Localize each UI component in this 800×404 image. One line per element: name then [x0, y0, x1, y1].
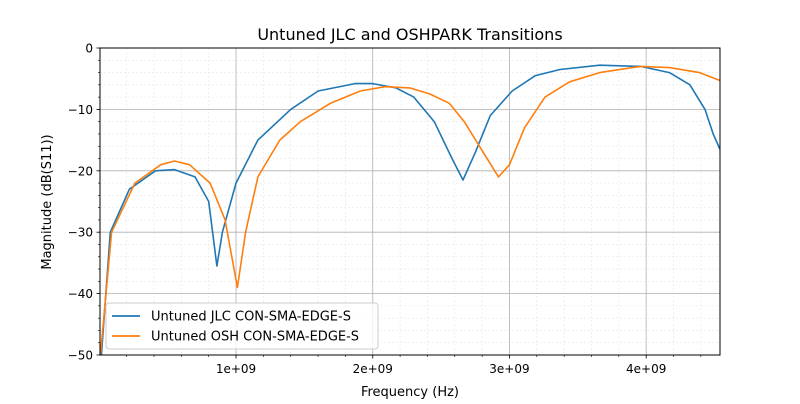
x-axis-label: Frequency (Hz)	[361, 385, 459, 400]
x-tick-label: 4e+09	[626, 362, 666, 376]
x-tick-label: 1e+09	[216, 362, 256, 376]
series-group	[100, 64, 720, 355]
plot-frame	[99, 47, 721, 356]
legend-label-osh: Untuned OSH CON-SMA-EDGE-S	[151, 330, 359, 345]
y-tick-label: −40	[68, 287, 93, 301]
y-axis-label: Magnitude (dB(S11))	[40, 134, 55, 269]
legend: Untuned JLC CON-SMA-EDGE-S Untuned OSH CO…	[105, 302, 379, 350]
series-line-osh	[100, 65, 720, 355]
grid	[100, 47, 720, 356]
y-tick-label: −20	[68, 164, 93, 178]
y-tick-label: −10	[68, 103, 93, 117]
y-tick-label: −30	[68, 226, 93, 240]
x-tick-label: 2e+09	[353, 362, 393, 376]
chart-title: Untuned JLC and OSHPARK Transitions	[257, 25, 562, 44]
y-tick-label: 0	[85, 42, 93, 56]
legend-box	[105, 302, 379, 350]
ticks: 1e+09 2e+09 3e+09 4e+09 −50 −40 −30 −20 −10 0	[68, 42, 702, 376]
y-tick-label: −50	[68, 349, 93, 363]
legend-label-jlc: Untuned JLC CON-SMA-EDGE-S	[151, 310, 351, 325]
x-tick-label: 3e+09	[489, 362, 529, 376]
series-line-jlc	[100, 64, 720, 355]
